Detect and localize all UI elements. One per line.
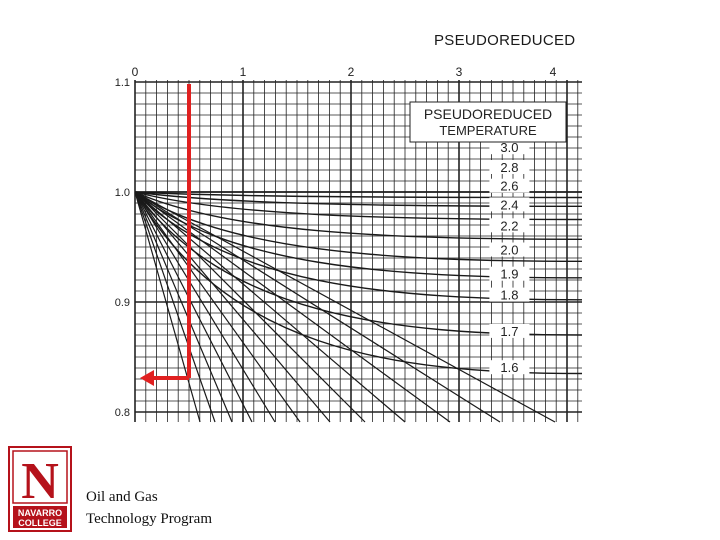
legend-title-line-2: TEMPERATURE <box>439 123 537 138</box>
curve-label-bg <box>489 266 530 281</box>
red-arrow-annotation <box>140 84 191 386</box>
logo-letter: N <box>21 453 59 510</box>
navarro-college-logo: N NAVARRO COLLEGE <box>8 446 72 532</box>
fan-line <box>134 191 556 423</box>
curve-label-bg <box>489 360 530 375</box>
x-tick-label: 4 <box>550 65 557 79</box>
fan-line <box>134 191 366 423</box>
program-name: Oil and Gas Technology Program <box>86 486 212 530</box>
program-line-1: Oil and Gas <box>86 489 158 505</box>
x-tick-label: 2 <box>348 65 355 79</box>
fan-line <box>134 191 331 423</box>
fan-line <box>134 191 201 423</box>
logo-text-college: COLLEGE <box>18 518 62 528</box>
curve-label-bg <box>489 242 530 257</box>
x-tick-label: 3 <box>456 65 463 79</box>
fan-line <box>134 191 501 423</box>
curve-tr-2-2 <box>134 191 583 240</box>
curve-label-bg <box>489 323 530 338</box>
curve-label-bg <box>489 140 530 155</box>
fan-line <box>134 191 216 423</box>
curve-label-bg <box>489 178 530 193</box>
curve-label-1-6: 1.6 <box>500 360 518 375</box>
curve-tr-2-0 <box>134 191 583 262</box>
curve-label-3-0: 3.0 <box>500 140 518 155</box>
y-tick-labels: 1.1 1.0 0.9 0.8 <box>115 77 130 419</box>
curve-label-bg <box>489 287 530 302</box>
x-tick-label: 1 <box>240 65 247 79</box>
fan-line <box>134 191 301 423</box>
fan-line <box>134 191 253 423</box>
curve-label-2-4: 2.4 <box>500 197 518 212</box>
x-tick-labels: 0 1 2 3 4 <box>132 65 557 79</box>
curve-label-bg <box>489 197 530 212</box>
y-tick-label: 0.9 <box>115 297 130 309</box>
chart-title: PSEUDOREDUCED <box>434 32 576 49</box>
legend-title-line-1: PSEUDOREDUCED <box>424 106 552 122</box>
curve-label-1-9: 1.9 <box>500 267 518 282</box>
curve-label-2-8: 2.8 <box>500 160 518 175</box>
fan-line <box>134 191 276 423</box>
curve-label-1-8: 1.8 <box>500 288 518 303</box>
legend-box: PSEUDOREDUCED TEMPERATURE <box>409 101 567 143</box>
red-arrowhead <box>140 370 154 386</box>
curve-labels: 3.0 2.8 2.6 2.4 2.2 2.0 1.9 1.8 1.7 1.6 <box>489 140 530 375</box>
curve-label-2-6: 2.6 <box>500 179 518 194</box>
curve-label-2-2: 2.2 <box>500 218 518 233</box>
curve-label-bg <box>489 160 530 174</box>
x-tick-label: 0 <box>132 65 139 79</box>
program-line-2: Technology Program <box>86 511 213 527</box>
fan-line <box>134 191 406 423</box>
y-tick-label: 0.8 <box>115 407 130 419</box>
curve-label-bg <box>489 218 530 233</box>
curve-label-2-0: 2.0 <box>500 243 518 258</box>
y-tick-label: 1.0 <box>115 187 130 199</box>
y-tick-label: 1.1 <box>115 77 130 89</box>
logo-text-navarro: NAVARRO <box>18 508 62 518</box>
curve-label-1-7: 1.7 <box>500 324 518 339</box>
fan-line <box>134 191 233 423</box>
fan-line <box>134 191 451 423</box>
